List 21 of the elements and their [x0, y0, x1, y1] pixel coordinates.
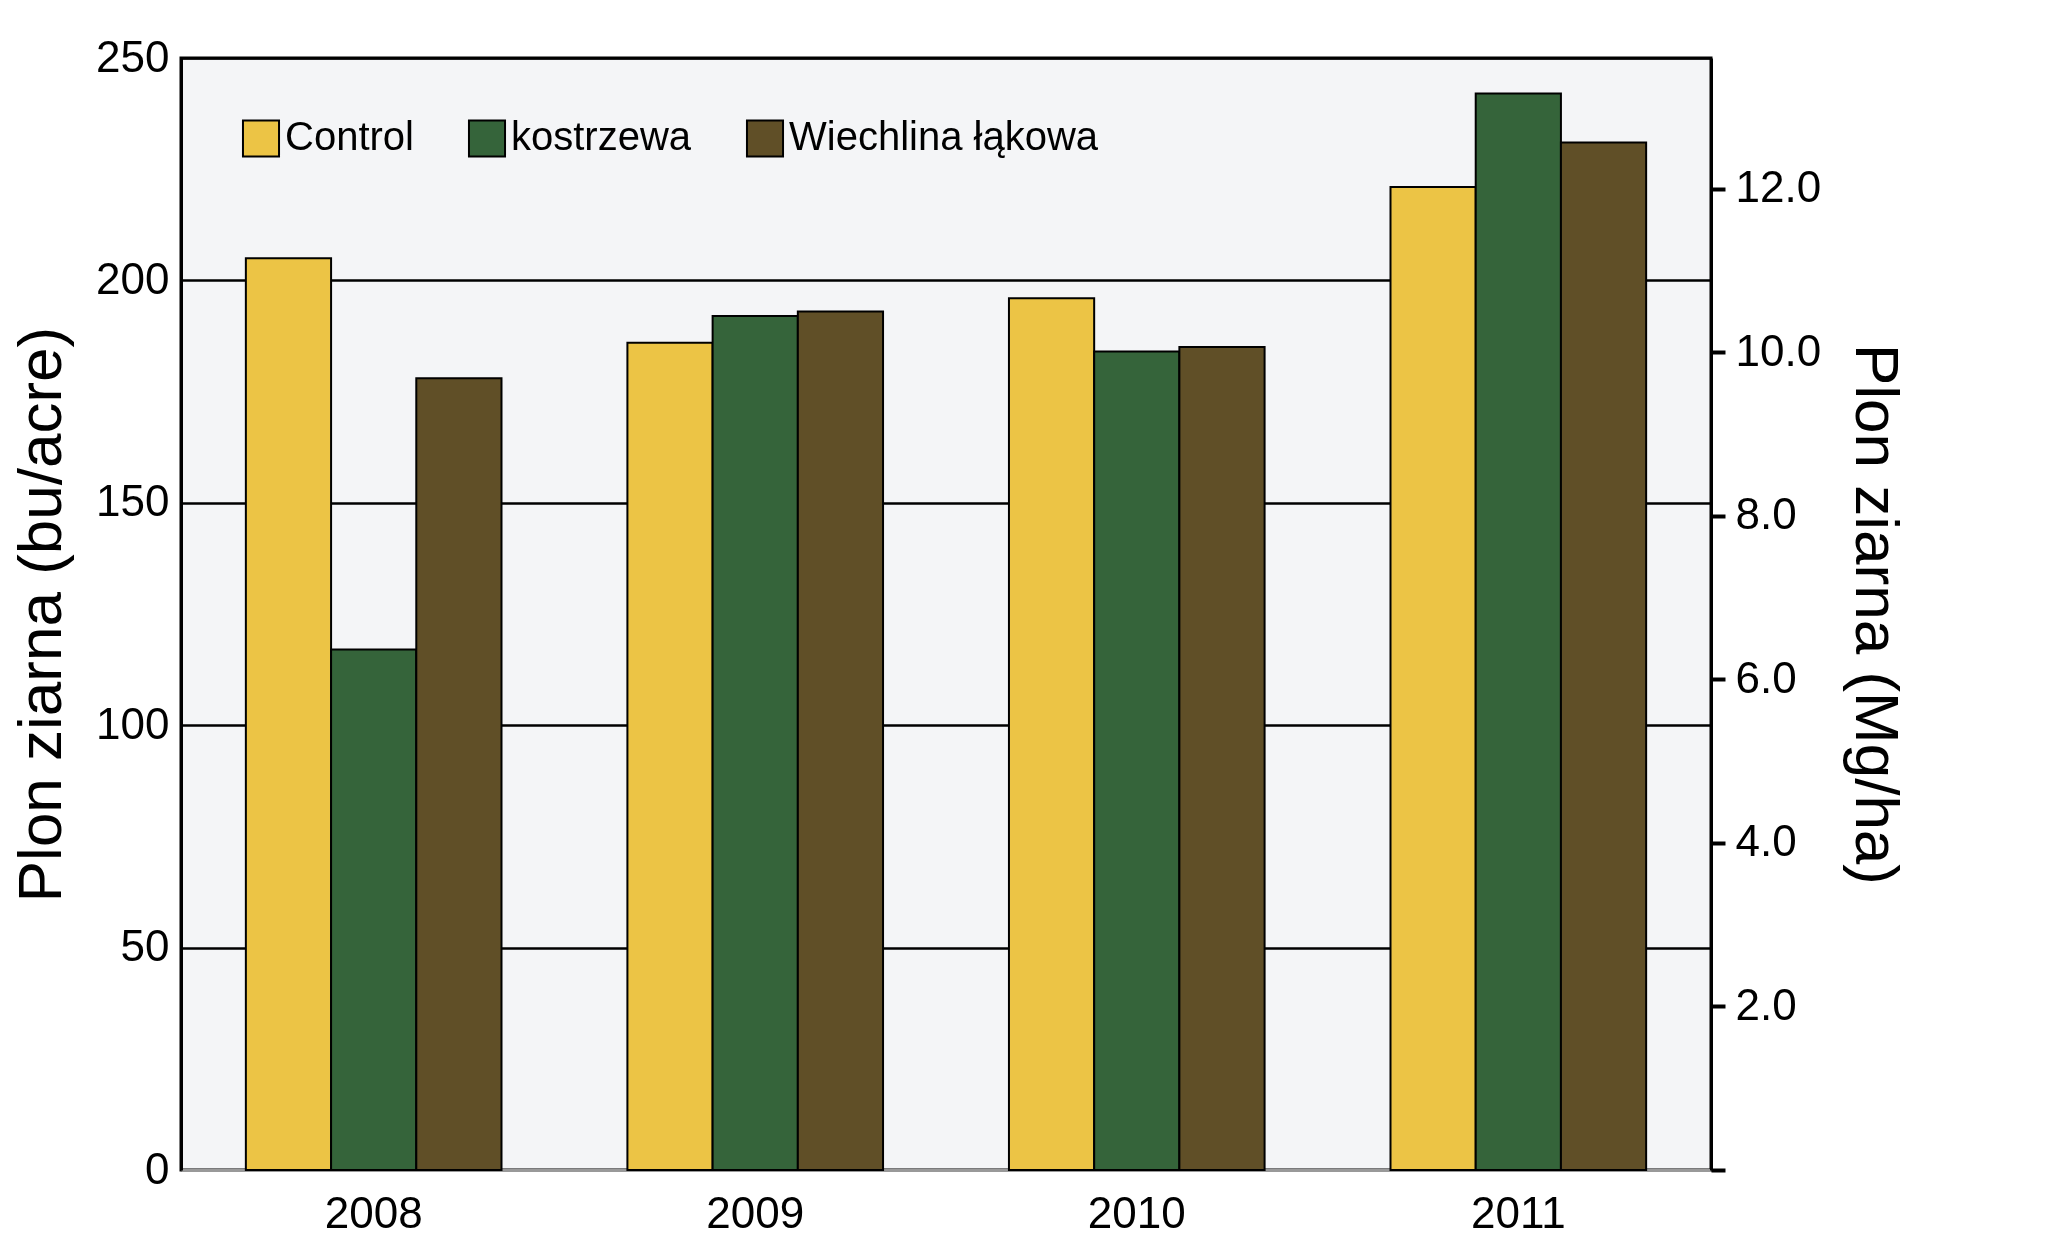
- x-tick-label: 2011: [1471, 1187, 1566, 1235]
- y-tick-label: 150: [96, 476, 170, 526]
- y2-tick-label: 10.0: [1735, 325, 1822, 375]
- y-tick-label: 100: [96, 698, 170, 748]
- x-tick-label: 2010: [1087, 1187, 1186, 1235]
- y-tick-label: 200: [96, 253, 170, 303]
- x-tick-label: 2009: [706, 1187, 805, 1235]
- legend-label: Control: [285, 114, 414, 159]
- y-axis-title: Plon ziarna (bu/acre): [5, 326, 75, 903]
- y2-tick-label: 2.0: [1735, 979, 1797, 1029]
- y-tick-label: 0: [145, 1143, 170, 1193]
- y-tick-label: 50: [120, 921, 170, 971]
- x-tick-label: 2008: [324, 1187, 423, 1235]
- y-tick-label: 250: [96, 31, 170, 81]
- legend-label: kostrzewa: [511, 114, 692, 159]
- y2-tick-label: 6.0: [1735, 652, 1797, 702]
- y2-tick-label: 4.0: [1735, 816, 1797, 866]
- y2-tick-label: 12.0: [1735, 162, 1822, 212]
- y2-tick-label: 8.0: [1735, 489, 1797, 539]
- legend-label: Wiechlina łąkowa: [789, 114, 1099, 159]
- y2-axis-title: Plon ziarna (Mg/ha): [1843, 343, 1913, 886]
